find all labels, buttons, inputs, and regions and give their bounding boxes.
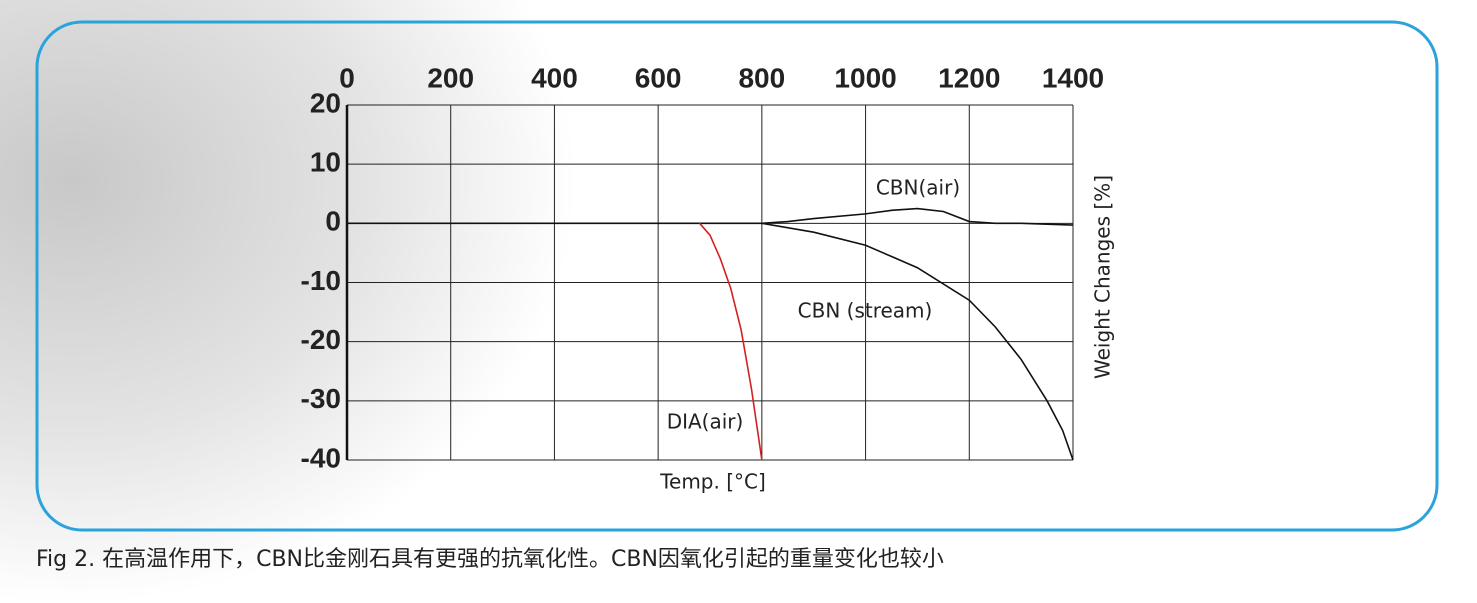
x-tick-label: 1400	[1042, 62, 1104, 93]
x-tick-label: 1000	[834, 62, 896, 93]
series-line	[347, 207, 1074, 226]
frame	[35, 20, 1439, 532]
x-tick-label: 200	[427, 62, 474, 93]
background-photo	[0, 0, 720, 603]
series-line	[761, 222, 1074, 461]
y-tick-label: 10	[310, 147, 341, 178]
y-tick-label: -20	[301, 324, 341, 355]
x-tick-label: 400	[531, 62, 578, 93]
series-label: CBN (stream)	[798, 299, 933, 323]
y-tick-label: 0	[325, 206, 341, 237]
y-tick-label: -30	[301, 383, 341, 414]
caption: Fig 2. 在高温作用下，CBN比金刚石具有更强的抗氧化性。CBN因氧化引起的…	[36, 547, 944, 572]
x-tick-label: 0	[339, 62, 355, 93]
series-label: CBN(air)	[876, 176, 960, 200]
x-tick-label: 1200	[938, 62, 1000, 93]
series-label: DIA(air)	[667, 410, 744, 434]
y-tick-label: -40	[301, 442, 341, 473]
x-axis-label: Temp. [°C]	[659, 470, 766, 494]
y-tick-label: 20	[310, 87, 341, 118]
y-axis-label: Weight Changes [%]	[1091, 175, 1115, 379]
series-line	[699, 222, 763, 461]
x-tick-label: 800	[738, 62, 785, 93]
y-tick-label: -10	[301, 265, 341, 296]
x-tick-label: 600	[635, 62, 682, 93]
